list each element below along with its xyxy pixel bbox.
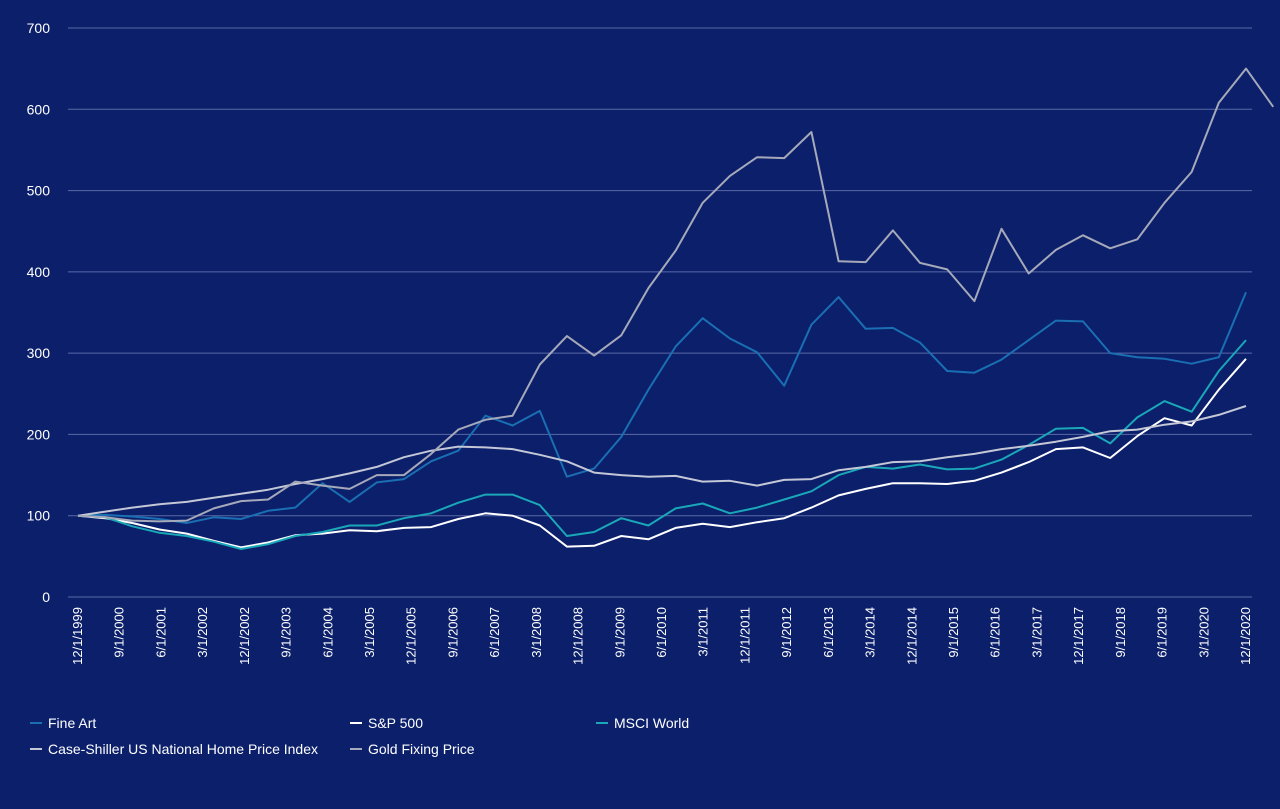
x-tick-label: 12/1/2014 [904,607,919,665]
x-tick-label: 12/1/2008 [571,607,586,665]
series-line-s-p-500 [77,358,1247,549]
legend-label: S&P 500 [368,715,423,731]
x-tick-label: 9/1/2012 [779,607,794,658]
series-line-gold-fixing-price [77,67,1275,523]
y-tick-label: 400 [27,264,51,280]
x-tick-label: 9/1/2000 [112,607,127,658]
x-tick-label: 6/1/2007 [487,607,502,658]
x-tick-label: 3/1/2014 [863,607,878,658]
x-tick-label: 6/1/2001 [153,607,168,658]
series-line-msci-world [77,339,1247,550]
x-tick-label: 9/1/2009 [612,607,627,658]
series-line-fine-art [77,291,1247,524]
legend-label: Fine Art [48,715,96,731]
x-tick-label: 6/1/2016 [988,607,1003,658]
x-axis-ticks: 12/1/1999 9/1/2000 6/1/2001 3/1/2002 12/1/20… [70,607,1253,665]
x-tick-label: 3/1/2008 [529,607,544,658]
x-tick-label: 9/1/2003 [279,607,294,658]
x-tick-label: 12/1/2011 [737,607,752,664]
y-tick-label: 100 [27,508,51,524]
x-tick-label: 3/1/2005 [362,607,377,658]
legend: Fine Art S&P 500 MSCI World Case-Shiller US… [30,715,689,757]
x-tick-label: 12/1/2002 [237,607,252,665]
x-tick-label: 12/1/2020 [1238,607,1253,665]
y-tick-label: 0 [42,589,50,605]
x-tick-label: 6/1/2010 [654,607,669,658]
x-tick-label: 6/1/2004 [320,607,335,658]
x-tick-label: 3/1/2002 [195,607,210,658]
gridlines [68,27,1252,598]
x-tick-label: 9/1/2015 [946,607,961,658]
x-tick-label: 12/1/1999 [70,607,85,665]
y-tick-label: 300 [27,345,51,361]
x-tick-label: 6/1/2013 [821,607,836,658]
x-tick-label: 12/1/2005 [404,607,419,665]
x-tick-label: 12/1/2017 [1071,607,1086,665]
x-tick-label: 3/1/2017 [1029,607,1044,658]
x-tick-label: 9/1/2006 [445,607,460,658]
legend-label: Gold Fixing Price [368,741,475,757]
legend-label: MSCI World [614,715,689,731]
x-tick-label: 3/1/2020 [1196,607,1211,658]
y-tick-label: 700 [27,20,51,36]
series-line-case-shiller-us-national-home-price-index [77,405,1247,517]
y-tick-label: 600 [27,101,51,117]
x-tick-label: 6/1/2019 [1155,607,1170,658]
x-tick-label: 3/1/2011 [696,607,711,657]
y-axis-ticks: 0 100 200 300 400 500 600 700 [27,20,51,605]
legend-label: Case-Shiller US National Home Price Inde… [48,741,318,757]
series-lines [77,67,1275,550]
y-tick-label: 500 [27,183,51,199]
x-tick-label: 9/1/2018 [1113,607,1128,658]
y-tick-label: 200 [27,426,51,442]
